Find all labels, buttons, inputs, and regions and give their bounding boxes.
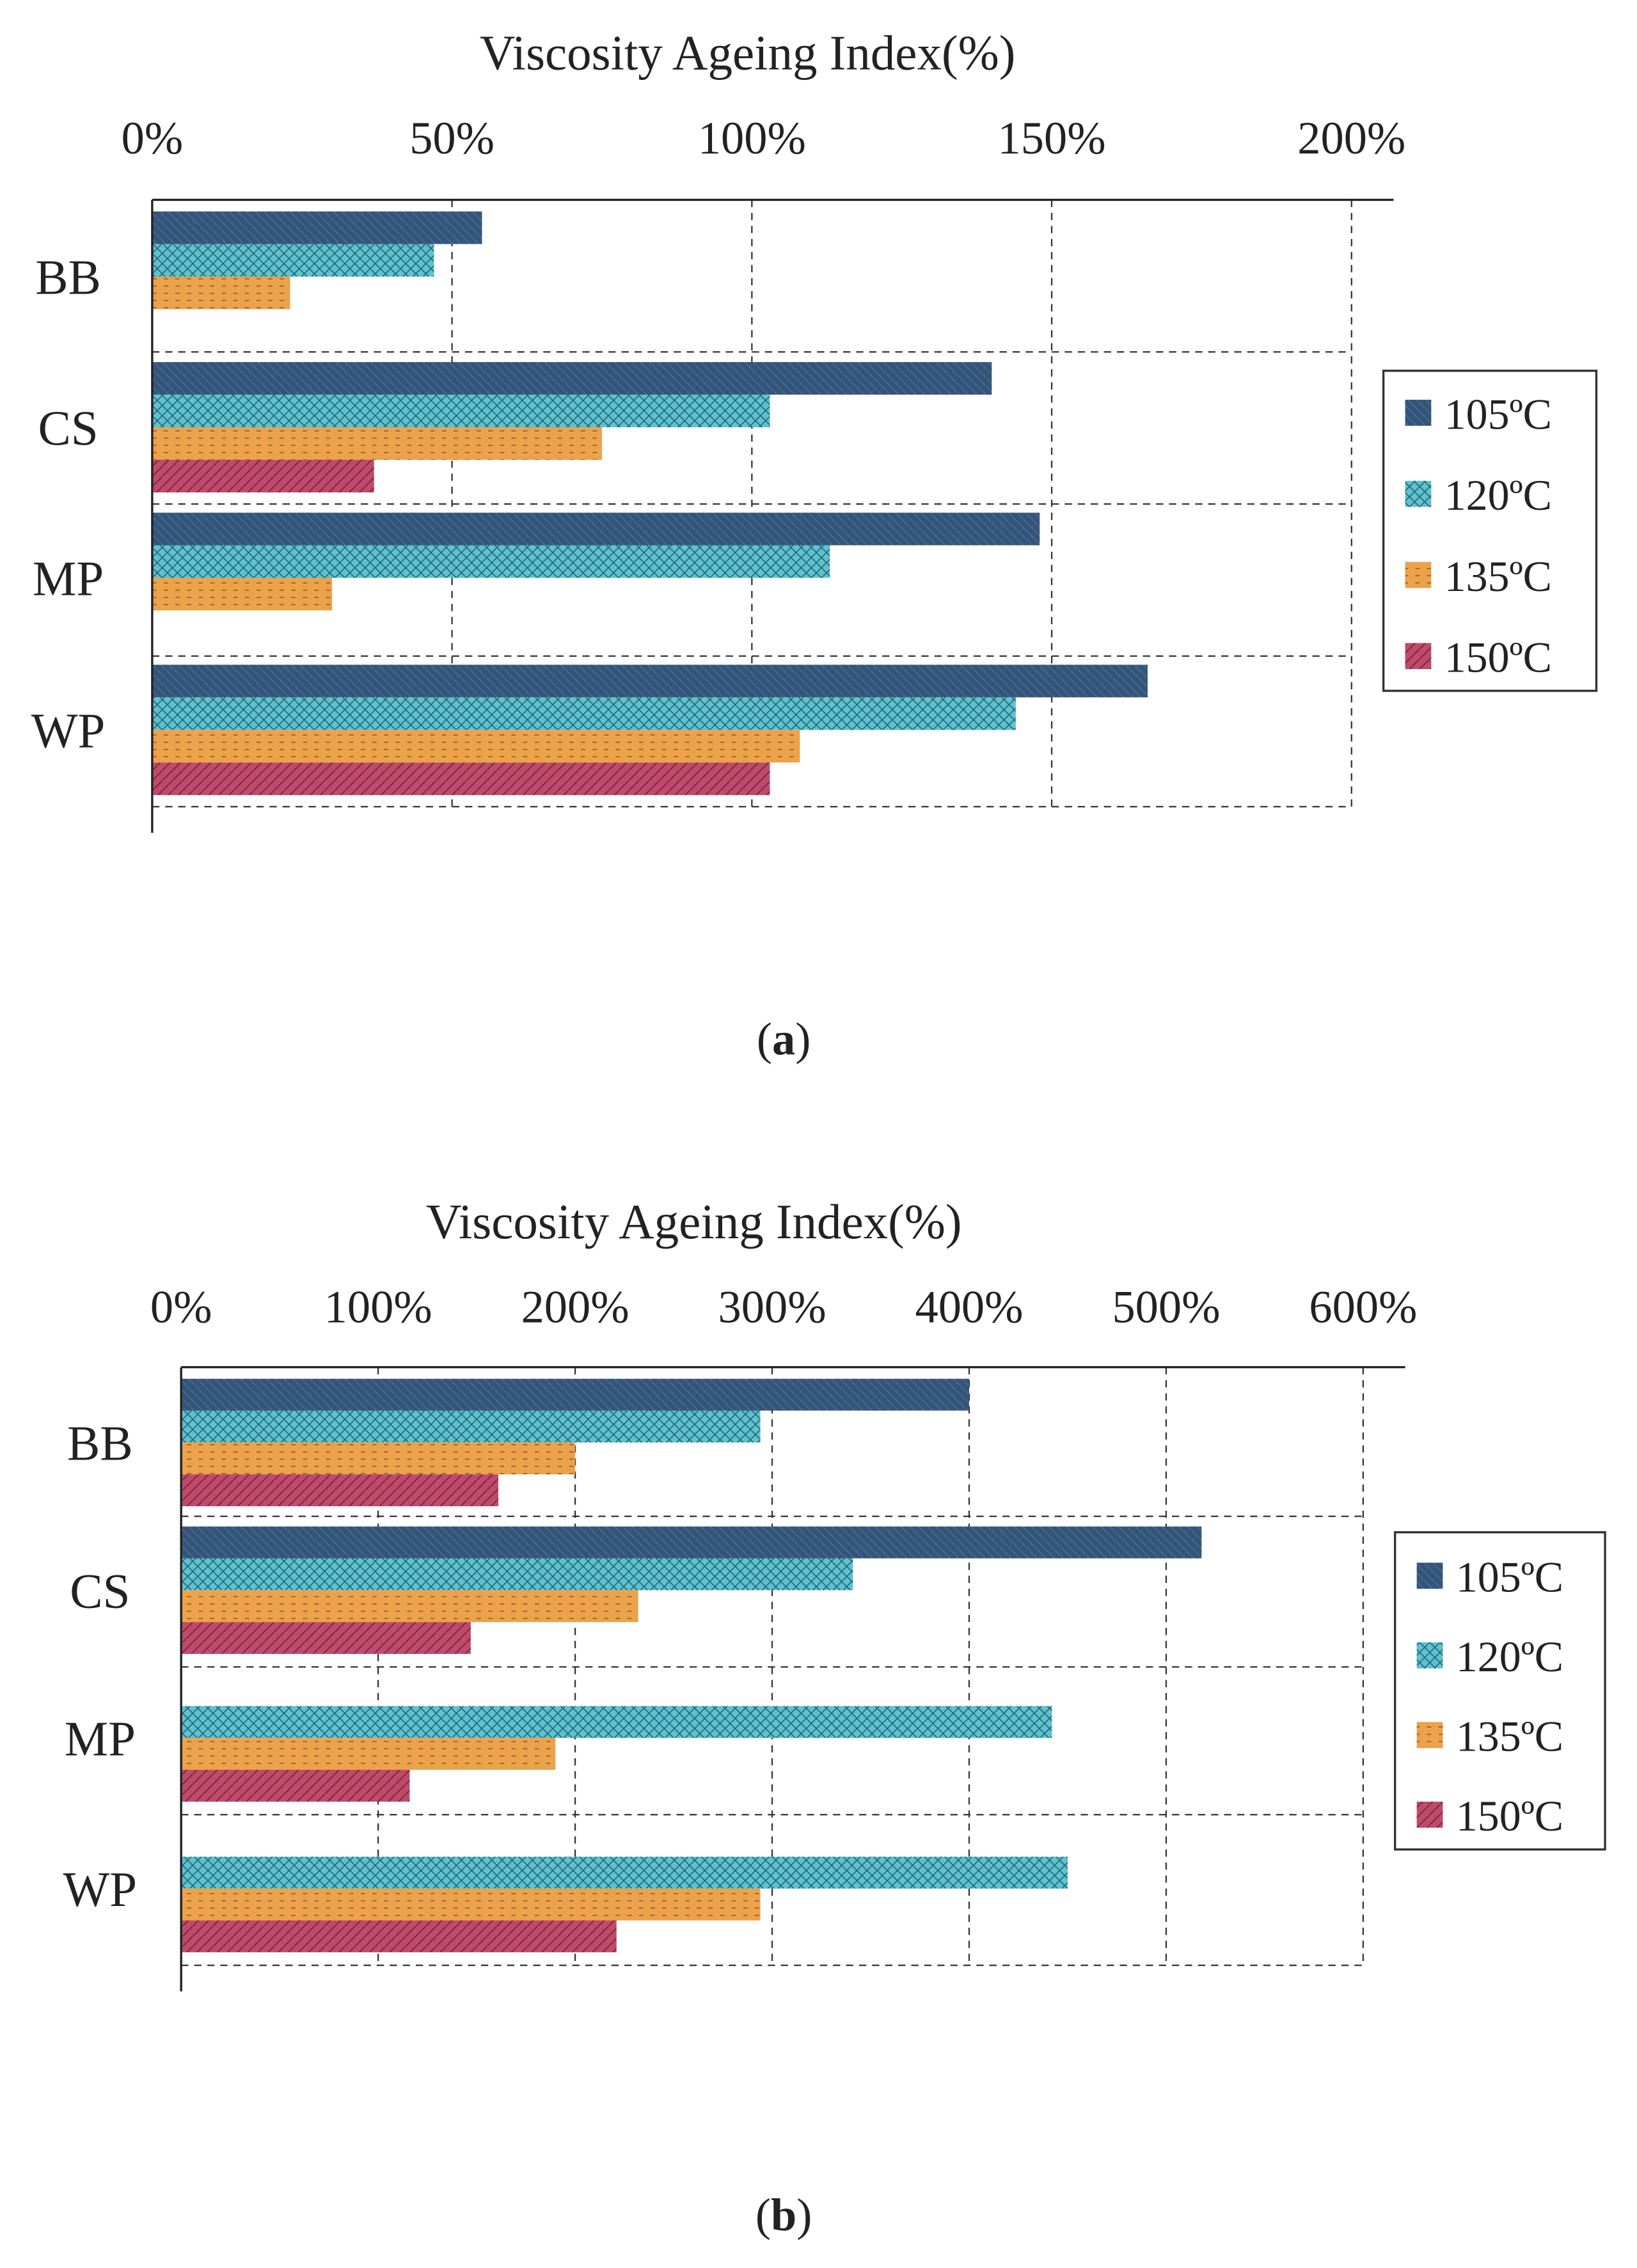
x-tick-label: 100% [698, 112, 806, 164]
x-tick-label: 600% [1309, 1280, 1417, 1332]
legend-label: 105ºC [1456, 1553, 1563, 1602]
x-tick-label: 150% [998, 112, 1106, 164]
legend-swatch-105c [1405, 399, 1432, 426]
bar-bb-105c [152, 211, 482, 244]
bar-wp-150c [152, 762, 770, 796]
legend-label: 120ºC [1444, 471, 1552, 519]
x-tick-label: 0% [122, 112, 184, 164]
bar-mp-150c [181, 1770, 410, 1802]
bar-wp-135c [181, 1888, 761, 1921]
bar-cs-105c [181, 1526, 1202, 1559]
bar-bb-120c [152, 244, 434, 277]
bar-wp-135c [152, 730, 800, 763]
bar-mp-120c [181, 1706, 1052, 1738]
chart-b: Viscosity Ageing Index(%) 0% 100% 200% 300% 4… [63, 1194, 1606, 1992]
legend-label: 135ºC [1456, 1712, 1563, 1761]
legend-box [1394, 1531, 1606, 1851]
category-label: MP [65, 1711, 136, 1766]
bar-cs-105c [152, 362, 992, 395]
x-tick-label: 100% [324, 1280, 432, 1332]
bar-wp-105c [152, 665, 1148, 698]
legend-swatch-135c [1416, 1722, 1443, 1749]
bar-cs-150c [181, 1622, 471, 1654]
x-tick-label: 300% [718, 1280, 826, 1332]
legend-label: 150ºC [1444, 633, 1552, 682]
bar-wp-120c [152, 697, 1016, 730]
bar-bb-105c [181, 1378, 969, 1411]
legend-label: 150ºC [1456, 1792, 1563, 1840]
caption-b: (b) [755, 2189, 812, 2240]
chart-title: Viscosity Ageing Index(%) [426, 1194, 962, 1249]
category-label: WP [63, 1862, 137, 1917]
bar-cs-135c [152, 427, 602, 460]
legend-swatch-120c [1416, 1642, 1443, 1669]
category-label: CS [70, 1563, 130, 1618]
chart-a: Viscosity Ageing Index(%) 0% 50% 100% 150% 20… [31, 26, 1598, 833]
legend-swatch-135c [1405, 562, 1432, 588]
bar-cs-120c [181, 1558, 853, 1591]
x-tick-label: 0% [150, 1280, 212, 1332]
x-tick-label: 200% [521, 1280, 629, 1332]
category-label: CS [38, 400, 98, 455]
legend-label: 120ºC [1456, 1632, 1563, 1681]
legend-swatch-105c [1416, 1563, 1443, 1589]
category-label: BB [35, 250, 101, 305]
bar-cs-135c [181, 1590, 638, 1623]
legend-label: 105ºC [1444, 390, 1552, 438]
bar-mp-105c [152, 512, 1040, 546]
chart-title: Viscosity Ageing Index(%) [480, 26, 1016, 81]
legend-swatch-120c [1405, 480, 1432, 507]
x-tick-label: 50% [409, 112, 494, 164]
legend-swatch-150c [1416, 1801, 1443, 1828]
x-tick-label: 200% [1297, 112, 1405, 164]
category-label: BB [67, 1415, 133, 1470]
bar-bb-120c [181, 1410, 761, 1443]
bar-wp-150c [181, 1920, 617, 1953]
bar-wp-120c [181, 1856, 1068, 1889]
bar-mp-120c [152, 545, 830, 578]
legend-label: 135ºC [1444, 552, 1552, 601]
bar-bb-135c [152, 276, 290, 310]
legend-swatch-150c [1405, 643, 1432, 670]
bar-mp-135c [181, 1738, 556, 1770]
bar-bb-135c [181, 1442, 576, 1475]
bar-mp-135c [152, 578, 333, 611]
x-tick-label: 500% [1112, 1280, 1220, 1332]
bar-cs-150c [152, 459, 374, 492]
bar-bb-150c [181, 1474, 498, 1506]
category-label: WP [31, 703, 105, 758]
caption-a: (a) [757, 1012, 811, 1064]
x-tick-label: 400% [915, 1280, 1023, 1332]
category-label: MP [33, 551, 104, 606]
bar-cs-120c [152, 395, 770, 427]
